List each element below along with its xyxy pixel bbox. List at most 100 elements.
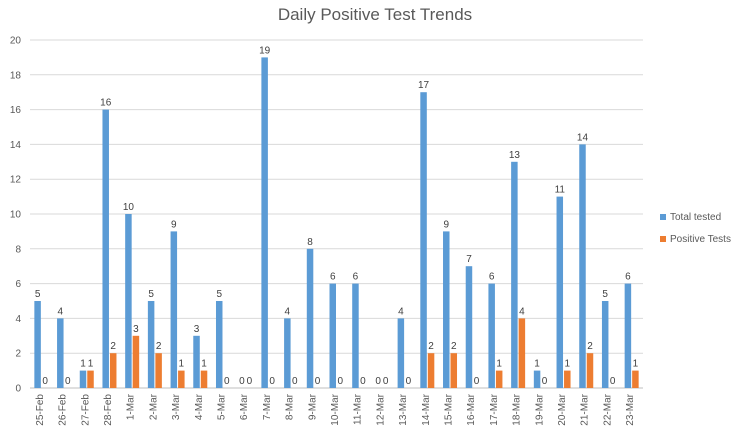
- data-label: 19: [259, 45, 271, 56]
- data-label: 1: [80, 359, 86, 370]
- data-label: 5: [602, 289, 608, 300]
- data-label: 0: [375, 376, 381, 387]
- bar-total-tested: [443, 231, 450, 388]
- data-label: 6: [353, 272, 359, 283]
- x-tick-label: 10-Mar: [330, 393, 341, 425]
- bar-total-tested: [579, 144, 586, 388]
- data-label: 5: [216, 289, 222, 300]
- data-label: 4: [398, 306, 404, 317]
- data-label: 1: [496, 359, 502, 370]
- bar-total-tested: [465, 266, 473, 388]
- y-tick-label: 4: [15, 314, 21, 325]
- bar-total-tested: [533, 370, 541, 388]
- x-tick-label: 4-Mar: [194, 393, 205, 420]
- data-label: 16: [100, 98, 112, 109]
- x-tick-label: 21-Mar: [580, 393, 591, 425]
- x-tick-label: 6-Mar: [239, 393, 250, 420]
- data-label: 10: [123, 202, 135, 213]
- bar-total-tested: [352, 283, 359, 388]
- y-tick-label: 14: [10, 140, 22, 151]
- x-axis: 25-Feb 26-Feb 27-Feb 28-Feb 1-Mar 2-Mar 3-Mar 4…: [35, 393, 636, 425]
- y-axis: 0 2 4 6 8 10 12 14 16 18 20: [10, 36, 22, 395]
- legend: Total tested Positive Tests: [660, 212, 731, 245]
- x-tick-label: 13-Mar: [398, 393, 409, 425]
- y-tick-label: 2: [15, 349, 21, 360]
- data-label: 8: [307, 237, 313, 248]
- bar-total-tested: [79, 370, 87, 388]
- data-label: 9: [171, 219, 177, 230]
- legend-label: Positive Tests: [670, 234, 731, 245]
- data-label: 0: [247, 376, 253, 387]
- y-tick-label: 10: [10, 210, 22, 221]
- x-tick-label: 17-Mar: [489, 393, 500, 425]
- data-label: 1: [565, 359, 571, 370]
- data-label: 0: [337, 376, 343, 387]
- data-label: 6: [330, 272, 336, 283]
- data-label: 1: [179, 359, 185, 370]
- bar-positive-tests: [495, 370, 503, 388]
- bar-total-tested: [329, 283, 336, 388]
- data-label: 17: [418, 80, 430, 91]
- bar-total-tested: [261, 57, 268, 389]
- bar-total-tested: [488, 283, 495, 388]
- data-label: 0: [269, 376, 275, 387]
- data-label: 11: [555, 185, 566, 196]
- x-tick-label: 7-Mar: [262, 393, 273, 420]
- x-tick-label: 5-Mar: [216, 393, 227, 420]
- bar-total-tested: [556, 196, 564, 388]
- data-label: 14: [577, 132, 589, 143]
- x-tick-label: 19-Mar: [534, 393, 545, 425]
- data-label: 2: [451, 341, 457, 352]
- data-label: 1: [201, 359, 207, 370]
- bar-total-tested: [284, 318, 291, 388]
- x-tick-label: 28-Feb: [103, 394, 114, 426]
- data-label: 3: [133, 324, 139, 335]
- data-label: 1: [88, 359, 94, 370]
- x-tick-label: 20-Mar: [557, 393, 568, 425]
- bar-positive-tests: [427, 353, 435, 388]
- gridlines: [30, 39, 643, 389]
- bar-positive-tests: [132, 335, 140, 388]
- bars: [34, 57, 639, 389]
- data-label: 4: [519, 306, 525, 317]
- data-label: 1: [534, 359, 540, 370]
- x-tick-label: 26-Feb: [58, 394, 69, 426]
- data-label: 0: [292, 376, 298, 387]
- legend-swatch: [660, 214, 666, 220]
- bar-total-tested: [193, 335, 200, 388]
- x-tick-label: 1-Mar: [126, 393, 137, 420]
- data-label: 0: [542, 376, 548, 387]
- data-label: 4: [58, 306, 64, 317]
- x-tick-label: 22-Mar: [602, 393, 613, 425]
- data-label: 0: [315, 376, 321, 387]
- x-tick-label: 12-Mar: [375, 393, 386, 425]
- data-label: 2: [428, 341, 434, 352]
- bar-total-tested: [420, 92, 427, 388]
- y-tick-label: 0: [15, 384, 21, 395]
- bar-positive-tests: [155, 353, 162, 388]
- data-label: 2: [587, 341, 593, 352]
- data-label: 2: [110, 341, 116, 352]
- data-label: 9: [443, 219, 449, 230]
- data-label: 0: [610, 376, 616, 387]
- bar-total-tested: [215, 301, 223, 388]
- x-tick-label: 16-Mar: [466, 393, 477, 425]
- bar-positive-tests: [586, 353, 594, 388]
- data-label: 3: [194, 324, 200, 335]
- bar-positive-tests: [450, 353, 458, 388]
- legend-label: Total tested: [670, 212, 721, 223]
- data-label: 0: [383, 376, 389, 387]
- x-tick-label: 18-Mar: [512, 393, 523, 425]
- x-tick-label: 3-Mar: [171, 393, 182, 420]
- x-tick-label: 8-Mar: [285, 393, 296, 420]
- y-tick-label: 8: [15, 244, 21, 255]
- y-tick-label: 16: [10, 105, 22, 116]
- bar-total-tested: [511, 161, 518, 388]
- bar-total-tested: [306, 248, 314, 388]
- data-label: 4: [285, 306, 291, 317]
- y-tick-label: 12: [10, 175, 22, 186]
- x-tick-label: 15-Mar: [444, 393, 455, 425]
- bar-total-tested: [102, 109, 109, 388]
